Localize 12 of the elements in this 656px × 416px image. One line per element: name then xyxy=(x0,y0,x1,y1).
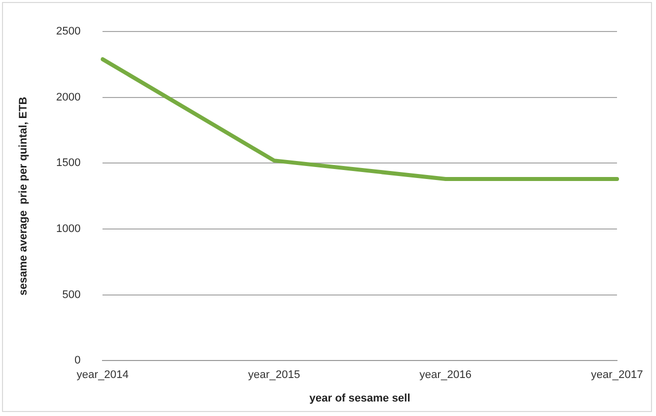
y-tick-label: 2500 xyxy=(56,26,81,38)
y-tick-label: 2000 xyxy=(56,91,81,104)
x-tick-label: year_2016 xyxy=(420,369,472,382)
x-axis-title: year of sesame sell xyxy=(309,392,410,404)
y-tick-label: 0 xyxy=(74,354,81,367)
y-tick-label: 1000 xyxy=(56,223,81,236)
y-axis-title: sesame average prie per quintal, ETB xyxy=(18,96,30,296)
x-tick-label: year_2017 xyxy=(591,369,644,382)
x-tick-label: year_2014 xyxy=(76,369,129,382)
x-tick-label: year_2015 xyxy=(248,369,300,382)
y-tick-label: 500 xyxy=(62,288,81,301)
y-tick-label: 1500 xyxy=(56,157,81,170)
